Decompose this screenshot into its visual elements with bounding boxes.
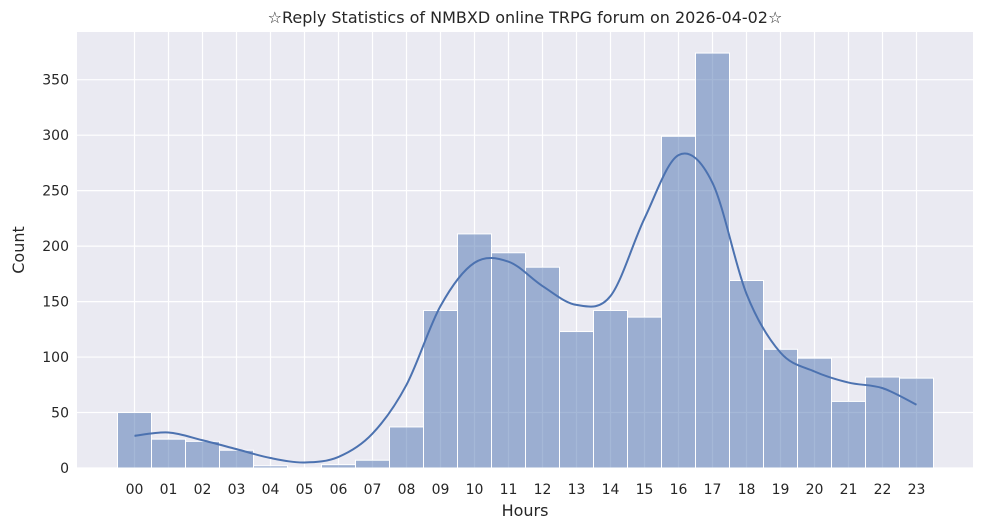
bar-19: [763, 348, 798, 469]
kde-curve: [134, 152, 917, 464]
y-tick-label: 100: [42, 350, 69, 366]
x-tick-label: 20: [806, 482, 824, 498]
y-tick-label: 350: [42, 73, 69, 89]
bar-16: [661, 135, 696, 469]
y-tick-labels: 0 50 100 150 200 250 300 350: [42, 73, 69, 477]
x-tick-label: 17: [704, 482, 722, 498]
chart-title: ☆Reply Statistics of NMBXD online TRPG f…: [268, 8, 783, 27]
x-tick-label: 14: [602, 482, 620, 498]
x-tick-label: 08: [398, 482, 416, 498]
x-tick-label: 04: [262, 482, 280, 498]
y-tick-label: 250: [42, 184, 69, 200]
bar-17: [695, 52, 730, 469]
y-tick-label: 200: [42, 239, 69, 255]
bar-22: [865, 376, 900, 469]
bar-21: [831, 400, 866, 469]
bar-00: [117, 412, 152, 469]
x-tick-label: 18: [738, 482, 756, 498]
x-tick-label: 11: [500, 482, 518, 498]
bar-03: [219, 449, 254, 469]
bar-07: [355, 459, 390, 469]
x-tick-label: 00: [126, 482, 144, 498]
bar-18: [729, 280, 764, 469]
x-tick-label: 13: [568, 482, 586, 498]
bar-13: [559, 331, 594, 469]
bar-01: [151, 438, 186, 469]
x-tick-label: 19: [772, 482, 790, 498]
x-tick-label: 03: [228, 482, 246, 498]
bar-20: [797, 357, 832, 469]
y-tick-label: 0: [60, 461, 69, 477]
x-tick-label: 15: [636, 482, 654, 498]
bar-23: [899, 377, 934, 469]
bars: [117, 52, 934, 469]
bar-02: [185, 440, 220, 469]
x-axis-label: Hours: [502, 501, 549, 520]
y-tick-label: 50: [51, 406, 69, 422]
x-tick-label: 16: [670, 482, 688, 498]
bar-04: [253, 465, 288, 469]
y-tick-label: 150: [42, 295, 69, 311]
x-tick-label: 12: [534, 482, 552, 498]
x-tick-label: 01: [160, 482, 178, 498]
bar-15: [627, 316, 662, 469]
x-tick-label: 06: [330, 482, 348, 498]
bar-11: [491, 252, 526, 469]
x-tick-label: 22: [874, 482, 892, 498]
bar-12: [525, 266, 560, 469]
x-tick-labels: 00 01 02 03 04 05 06 07 08 09 10 11 12 13 14 15 16 17 18 19…: [126, 482, 926, 498]
bar-10: [457, 233, 492, 469]
x-tick-label: 21: [840, 482, 858, 498]
x-tick-label: 23: [908, 482, 926, 498]
y-tick-label: 300: [42, 128, 69, 144]
x-tick-label: 09: [432, 482, 450, 498]
x-tick-label: 05: [296, 482, 314, 498]
bar-09: [423, 309, 458, 469]
x-tick-label: 02: [194, 482, 212, 498]
y-axis-label: Count: [9, 226, 28, 274]
bar-14: [593, 309, 628, 469]
x-tick-label: 07: [364, 482, 382, 498]
bar-06: [321, 464, 356, 469]
bar-08: [389, 426, 424, 469]
x-tick-label: 10: [466, 482, 484, 498]
